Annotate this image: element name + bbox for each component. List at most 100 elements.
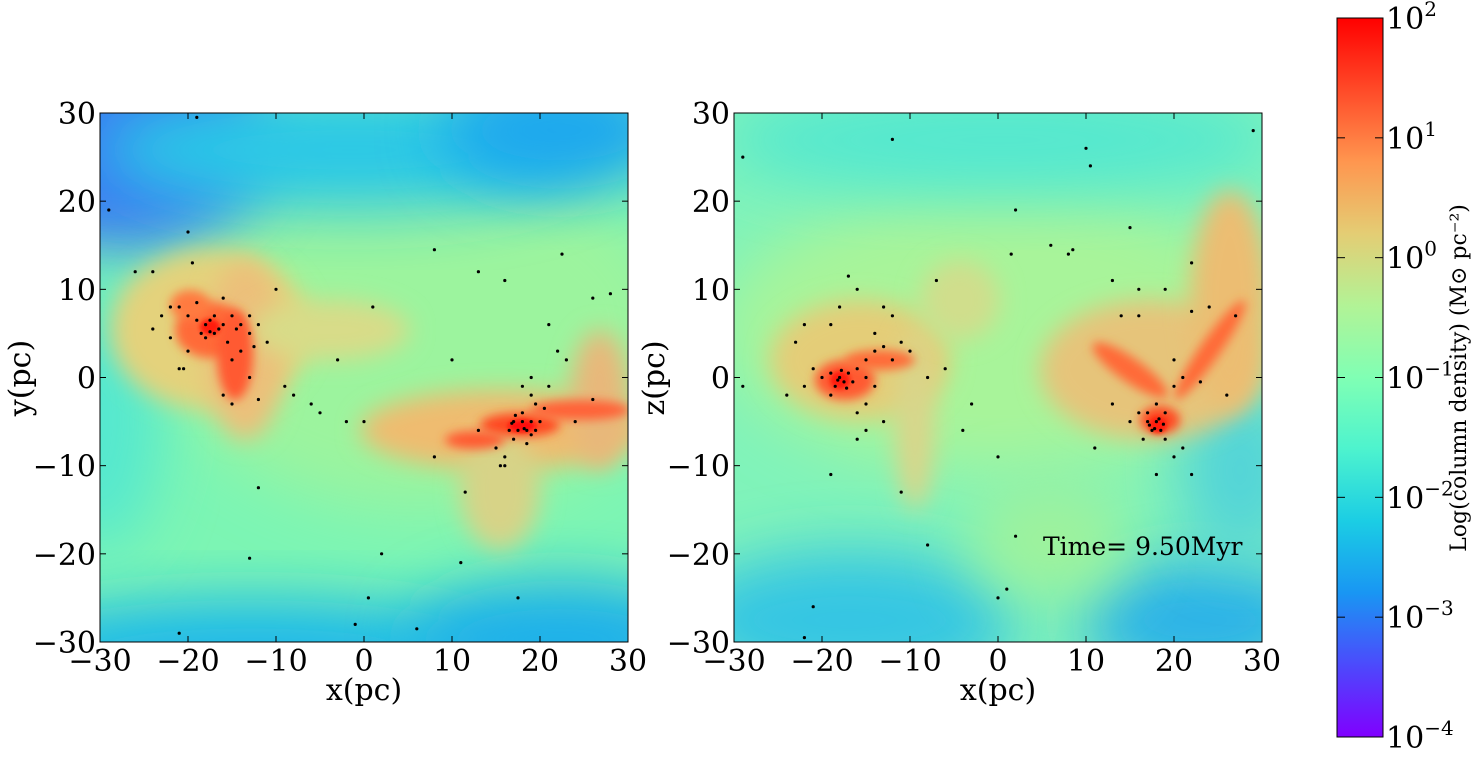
- star-particle: [1153, 427, 1157, 431]
- star-particle: [1146, 411, 1150, 415]
- star-particle: [503, 464, 507, 468]
- colorbar-tick-label: 10−3: [1386, 596, 1454, 636]
- star-particle: [855, 367, 859, 371]
- star-particle: [542, 406, 547, 410]
- star-particle: [839, 368, 844, 372]
- star-particle: [256, 323, 260, 327]
- star-particle: [882, 305, 886, 309]
- star-particle: [1225, 393, 1229, 397]
- star-particle: [1014, 534, 1018, 538]
- star-particle: [1110, 402, 1114, 406]
- colorbar-tick-label: 100: [1386, 237, 1437, 277]
- x-tick-label: 10: [1067, 644, 1105, 679]
- star-particle: [1161, 422, 1165, 426]
- star-particle: [230, 314, 234, 318]
- y-tick-label: 10: [58, 273, 96, 308]
- star-particle: [516, 596, 520, 600]
- star-particle: [415, 627, 419, 631]
- star-particle: [503, 455, 507, 459]
- star-particle: [1066, 252, 1070, 256]
- xy-tick-marks: [99, 112, 629, 643]
- star-particle: [195, 115, 199, 119]
- star-particle: [899, 340, 903, 344]
- star-particle: [1049, 243, 1053, 247]
- star-particle: [1198, 380, 1202, 384]
- star-particle: [204, 323, 208, 327]
- xy-y-tick-labels: −30 −20 −10 0 10 20 30: [33, 97, 96, 661]
- star-particle: [177, 367, 181, 371]
- star-particle: [802, 384, 807, 388]
- star-particle: [513, 413, 518, 417]
- star-particle: [1128, 226, 1132, 230]
- star-particle: [1157, 417, 1161, 421]
- star-particle: [507, 428, 511, 432]
- star-particle: [908, 349, 912, 353]
- colorbar-tick-exponent: −4: [1424, 716, 1453, 740]
- star-particle: [1009, 252, 1013, 256]
- star-particle: [842, 380, 846, 384]
- xz-density-map: [734, 113, 1262, 642]
- star-particle: [520, 411, 525, 415]
- star-particle: [873, 384, 877, 388]
- star-particle: [309, 402, 313, 406]
- y-tick-label: 10: [692, 273, 730, 308]
- star-particle: [463, 490, 467, 494]
- star-particle: [1137, 314, 1141, 318]
- colorbar-tick-exponent: 0: [1424, 237, 1437, 261]
- colorbar-tick-base: 10: [1386, 481, 1424, 516]
- y-tick-label: −30: [667, 626, 730, 661]
- x-tick-label: −20: [156, 644, 219, 679]
- star-particle: [1141, 437, 1145, 441]
- star-particle: [833, 384, 837, 388]
- star-particle: [882, 420, 886, 424]
- star-particle: [820, 375, 824, 380]
- star-particle: [961, 428, 965, 432]
- colorbar-tick-base: 10: [1386, 721, 1424, 756]
- colorbar-tick-exponent: −1: [1424, 357, 1453, 381]
- y-tick-label: −10: [33, 450, 96, 485]
- colorbar-tick-label: 10−1: [1386, 357, 1454, 397]
- xz-y-tick-labels: −30 −20 −10 0 10 20 30: [667, 97, 730, 661]
- star-particle: [432, 455, 436, 459]
- xz-tick-marks: [733, 112, 1263, 643]
- star-particle: [1172, 455, 1176, 459]
- star-particle: [864, 402, 868, 406]
- star-particle: [190, 261, 194, 265]
- star-particle: [1147, 423, 1151, 427]
- star-particle: [556, 349, 560, 353]
- x-tick-label: −30: [702, 644, 765, 679]
- star-particle: [520, 384, 525, 388]
- star-particle: [432, 248, 436, 252]
- y-tick-label: −10: [667, 450, 730, 485]
- star-particle: [208, 330, 212, 334]
- star-particle: [1154, 420, 1158, 424]
- colorbar-tick-label: 101: [1386, 117, 1437, 157]
- y-tick-label: −30: [33, 626, 96, 661]
- star-particle: [996, 596, 1000, 600]
- star-particle: [1163, 437, 1167, 441]
- star-particle: [503, 278, 507, 283]
- star-particle: [362, 420, 366, 424]
- star-particle: [864, 428, 868, 432]
- star-particle: [855, 437, 859, 441]
- star-particle: [534, 402, 538, 406]
- star-particle: [182, 367, 186, 371]
- star-particle: [168, 305, 172, 309]
- star-particle: [511, 437, 516, 441]
- colorbar-tick-exponent: 2: [1424, 0, 1437, 21]
- star-particle: [199, 331, 203, 335]
- star-particle: [380, 552, 384, 556]
- star-particle: [564, 358, 569, 362]
- colorbar-tick-base: 10: [1386, 601, 1424, 636]
- y-tick-label: −20: [667, 538, 730, 573]
- star-particle: [846, 274, 851, 278]
- star-particle: [1251, 129, 1255, 133]
- star-particle: [1154, 402, 1158, 406]
- star-particle: [529, 433, 533, 437]
- star-particle: [476, 428, 480, 432]
- star-particle: [1234, 314, 1238, 318]
- star-particle: [1207, 305, 1211, 309]
- x-tick-label: 0: [988, 644, 1007, 679]
